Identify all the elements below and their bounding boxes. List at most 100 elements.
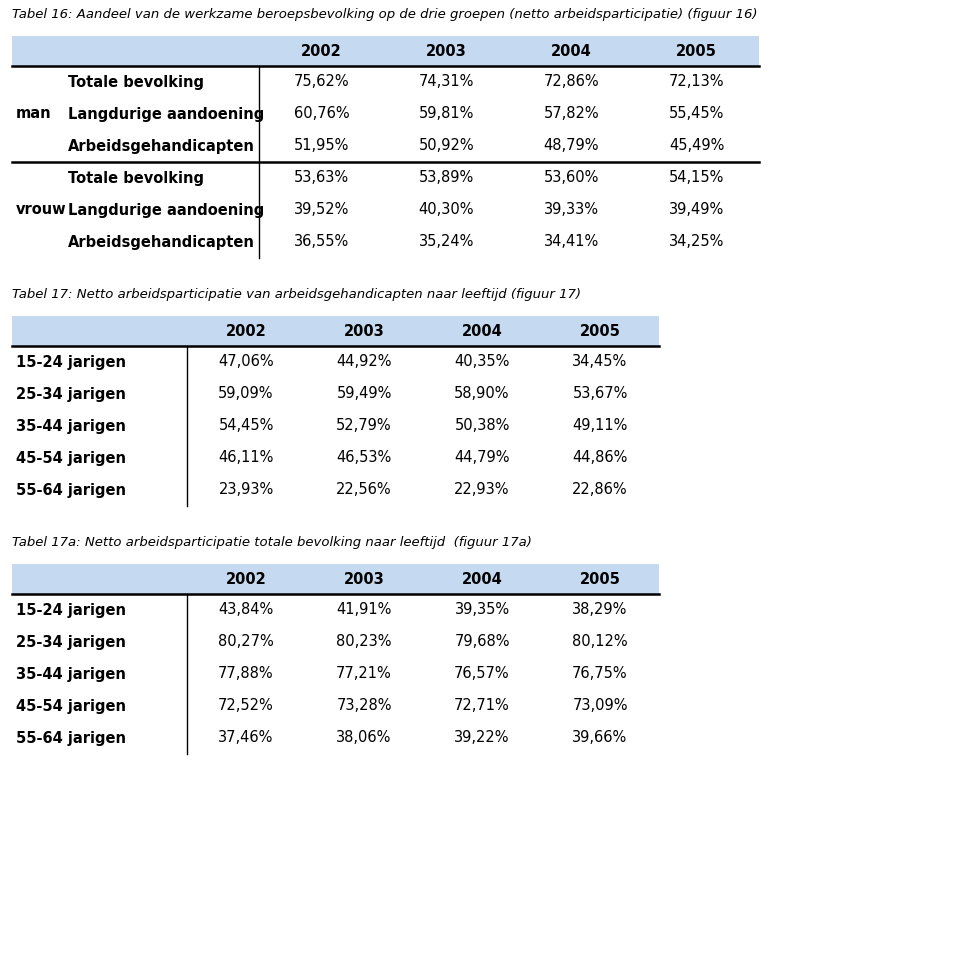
- Text: Langdurige aandoening: Langdurige aandoening: [68, 107, 264, 122]
- Text: 40,35%: 40,35%: [454, 354, 510, 370]
- Text: 57,82%: 57,82%: [543, 107, 599, 122]
- Bar: [12, 564, 659, 594]
- Text: 2003: 2003: [344, 571, 384, 587]
- Text: 74,31%: 74,31%: [419, 75, 474, 89]
- Text: man: man: [16, 107, 52, 122]
- Text: 49,11%: 49,11%: [572, 419, 628, 434]
- Text: 50,38%: 50,38%: [454, 419, 510, 434]
- Text: 80,12%: 80,12%: [572, 635, 628, 650]
- Text: 39,22%: 39,22%: [454, 731, 510, 746]
- Text: Tabel 16: Aandeel van de werkzame beroepsbevolking op de drie groepen (netto arb: Tabel 16: Aandeel van de werkzame beroep…: [12, 8, 757, 21]
- Text: 22,93%: 22,93%: [454, 483, 510, 497]
- Text: 23,93%: 23,93%: [218, 483, 274, 497]
- Text: 45,49%: 45,49%: [669, 138, 724, 154]
- Text: 77,21%: 77,21%: [336, 666, 392, 682]
- Text: 39,33%: 39,33%: [544, 203, 599, 218]
- Text: 73,28%: 73,28%: [336, 699, 392, 713]
- Text: 22,86%: 22,86%: [572, 483, 628, 497]
- Text: 2003: 2003: [426, 43, 467, 59]
- Text: 58,90%: 58,90%: [454, 387, 510, 401]
- Text: Tabel 17a: Netto arbeidsparticipatie totale bevolking naar leeftijd  (figuur 17a: Tabel 17a: Netto arbeidsparticipatie tot…: [12, 536, 532, 549]
- Text: 34,41%: 34,41%: [544, 234, 599, 250]
- Bar: [12, 316, 659, 346]
- Text: 38,29%: 38,29%: [572, 603, 628, 617]
- Text: 79,68%: 79,68%: [454, 635, 510, 650]
- Text: 59,09%: 59,09%: [218, 387, 274, 401]
- Text: 53,60%: 53,60%: [543, 171, 599, 185]
- Text: Langdurige aandoening: Langdurige aandoening: [68, 203, 264, 218]
- Text: 34,25%: 34,25%: [669, 234, 724, 250]
- Text: 72,86%: 72,86%: [543, 75, 599, 89]
- Text: 44,86%: 44,86%: [572, 450, 628, 466]
- Text: 48,79%: 48,79%: [543, 138, 599, 154]
- Text: 2004: 2004: [462, 324, 502, 339]
- Text: 43,84%: 43,84%: [218, 603, 274, 617]
- Text: 39,66%: 39,66%: [572, 731, 628, 746]
- Text: 37,46%: 37,46%: [218, 731, 274, 746]
- Text: 55-64 jarigen: 55-64 jarigen: [16, 731, 126, 746]
- Text: 59,49%: 59,49%: [336, 387, 392, 401]
- Text: 53,67%: 53,67%: [572, 387, 628, 401]
- Text: 15-24 jarigen: 15-24 jarigen: [16, 354, 126, 370]
- Text: 2005: 2005: [580, 571, 620, 587]
- Text: Totale bevolking: Totale bevolking: [68, 75, 204, 89]
- Text: 35-44 jarigen: 35-44 jarigen: [16, 419, 126, 434]
- Text: 76,75%: 76,75%: [572, 666, 628, 682]
- Text: 35,24%: 35,24%: [419, 234, 474, 250]
- Text: 52,79%: 52,79%: [336, 419, 392, 434]
- Text: 39,52%: 39,52%: [294, 203, 349, 218]
- Text: 72,13%: 72,13%: [669, 75, 724, 89]
- Text: 77,88%: 77,88%: [218, 666, 274, 682]
- Text: 45-54 jarigen: 45-54 jarigen: [16, 699, 126, 713]
- Text: 39,35%: 39,35%: [454, 603, 510, 617]
- Text: 80,23%: 80,23%: [336, 635, 392, 650]
- Text: 72,71%: 72,71%: [454, 699, 510, 713]
- Text: 54,15%: 54,15%: [669, 171, 724, 185]
- Text: 72,52%: 72,52%: [218, 699, 274, 713]
- Text: 38,06%: 38,06%: [336, 731, 392, 746]
- Text: 60,76%: 60,76%: [294, 107, 349, 122]
- Text: 45-54 jarigen: 45-54 jarigen: [16, 450, 126, 466]
- Text: 15-24 jarigen: 15-24 jarigen: [16, 603, 126, 617]
- Text: 41,91%: 41,91%: [336, 603, 392, 617]
- Text: 54,45%: 54,45%: [218, 419, 274, 434]
- Text: 46,11%: 46,11%: [218, 450, 274, 466]
- Text: 40,30%: 40,30%: [419, 203, 474, 218]
- Text: 53,63%: 53,63%: [294, 171, 349, 185]
- Text: 25-34 jarigen: 25-34 jarigen: [16, 635, 126, 650]
- Text: 50,92%: 50,92%: [419, 138, 474, 154]
- Text: 2002: 2002: [226, 571, 266, 587]
- Text: 39,49%: 39,49%: [669, 203, 724, 218]
- Text: vrouw: vrouw: [16, 203, 66, 218]
- Text: 80,27%: 80,27%: [218, 635, 274, 650]
- Text: 2002: 2002: [226, 324, 266, 339]
- Text: Tabel 17: Netto arbeidsparticipatie van arbeidsgehandicapten naar leeftijd (figu: Tabel 17: Netto arbeidsparticipatie van …: [12, 288, 581, 301]
- Text: 34,45%: 34,45%: [572, 354, 628, 370]
- Text: 47,06%: 47,06%: [218, 354, 274, 370]
- Text: 2003: 2003: [344, 324, 384, 339]
- Text: 22,56%: 22,56%: [336, 483, 392, 497]
- Text: Arbeidsgehandicapten: Arbeidsgehandicapten: [68, 234, 254, 250]
- Text: 75,62%: 75,62%: [294, 75, 349, 89]
- Text: Arbeidsgehandicapten: Arbeidsgehandicapten: [68, 138, 254, 154]
- Text: 46,53%: 46,53%: [336, 450, 392, 466]
- Text: 36,55%: 36,55%: [294, 234, 349, 250]
- Text: 25-34 jarigen: 25-34 jarigen: [16, 387, 126, 401]
- Text: 53,89%: 53,89%: [419, 171, 474, 185]
- Text: 2005: 2005: [580, 324, 620, 339]
- Text: 2004: 2004: [551, 43, 592, 59]
- Text: 44,79%: 44,79%: [454, 450, 510, 466]
- Text: Totale bevolking: Totale bevolking: [68, 171, 204, 185]
- Bar: [12, 36, 759, 66]
- Text: 55-64 jarigen: 55-64 jarigen: [16, 483, 126, 497]
- Text: 44,92%: 44,92%: [336, 354, 392, 370]
- Text: 35-44 jarigen: 35-44 jarigen: [16, 666, 126, 682]
- Text: 73,09%: 73,09%: [572, 699, 628, 713]
- Text: 2005: 2005: [676, 43, 717, 59]
- Text: 76,57%: 76,57%: [454, 666, 510, 682]
- Text: 51,95%: 51,95%: [294, 138, 349, 154]
- Text: 55,45%: 55,45%: [669, 107, 724, 122]
- Text: 59,81%: 59,81%: [419, 107, 474, 122]
- Text: 2002: 2002: [301, 43, 342, 59]
- Text: 2004: 2004: [462, 571, 502, 587]
